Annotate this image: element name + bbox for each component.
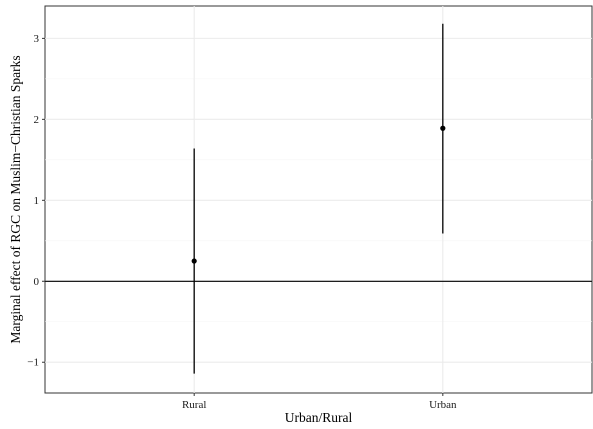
- y-tick-label: 0: [34, 276, 40, 288]
- point-estimate-rural: [191, 258, 197, 264]
- y-tick-label: −1: [27, 357, 39, 369]
- point-estimate-urban: [440, 125, 446, 131]
- y-tick-label: 1: [34, 195, 40, 207]
- x-axis-title: Urban/Rural: [285, 410, 353, 425]
- minor-grid: [45, 78, 592, 323]
- x-tick-label: Rural: [182, 399, 206, 411]
- marks-layer: [191, 23, 446, 374]
- x-axis: Rural Urban: [182, 393, 457, 411]
- y-axis: −1 0 1 2 3: [27, 33, 45, 369]
- y-tick-label: 2: [34, 114, 40, 126]
- plot-panel: [44, 5, 593, 394]
- y-tick-label: 3: [34, 33, 40, 45]
- y-axis-title: Marginal effect of RGC on Muslim−Christi…: [8, 55, 23, 343]
- x-tick-label: Urban: [429, 399, 457, 411]
